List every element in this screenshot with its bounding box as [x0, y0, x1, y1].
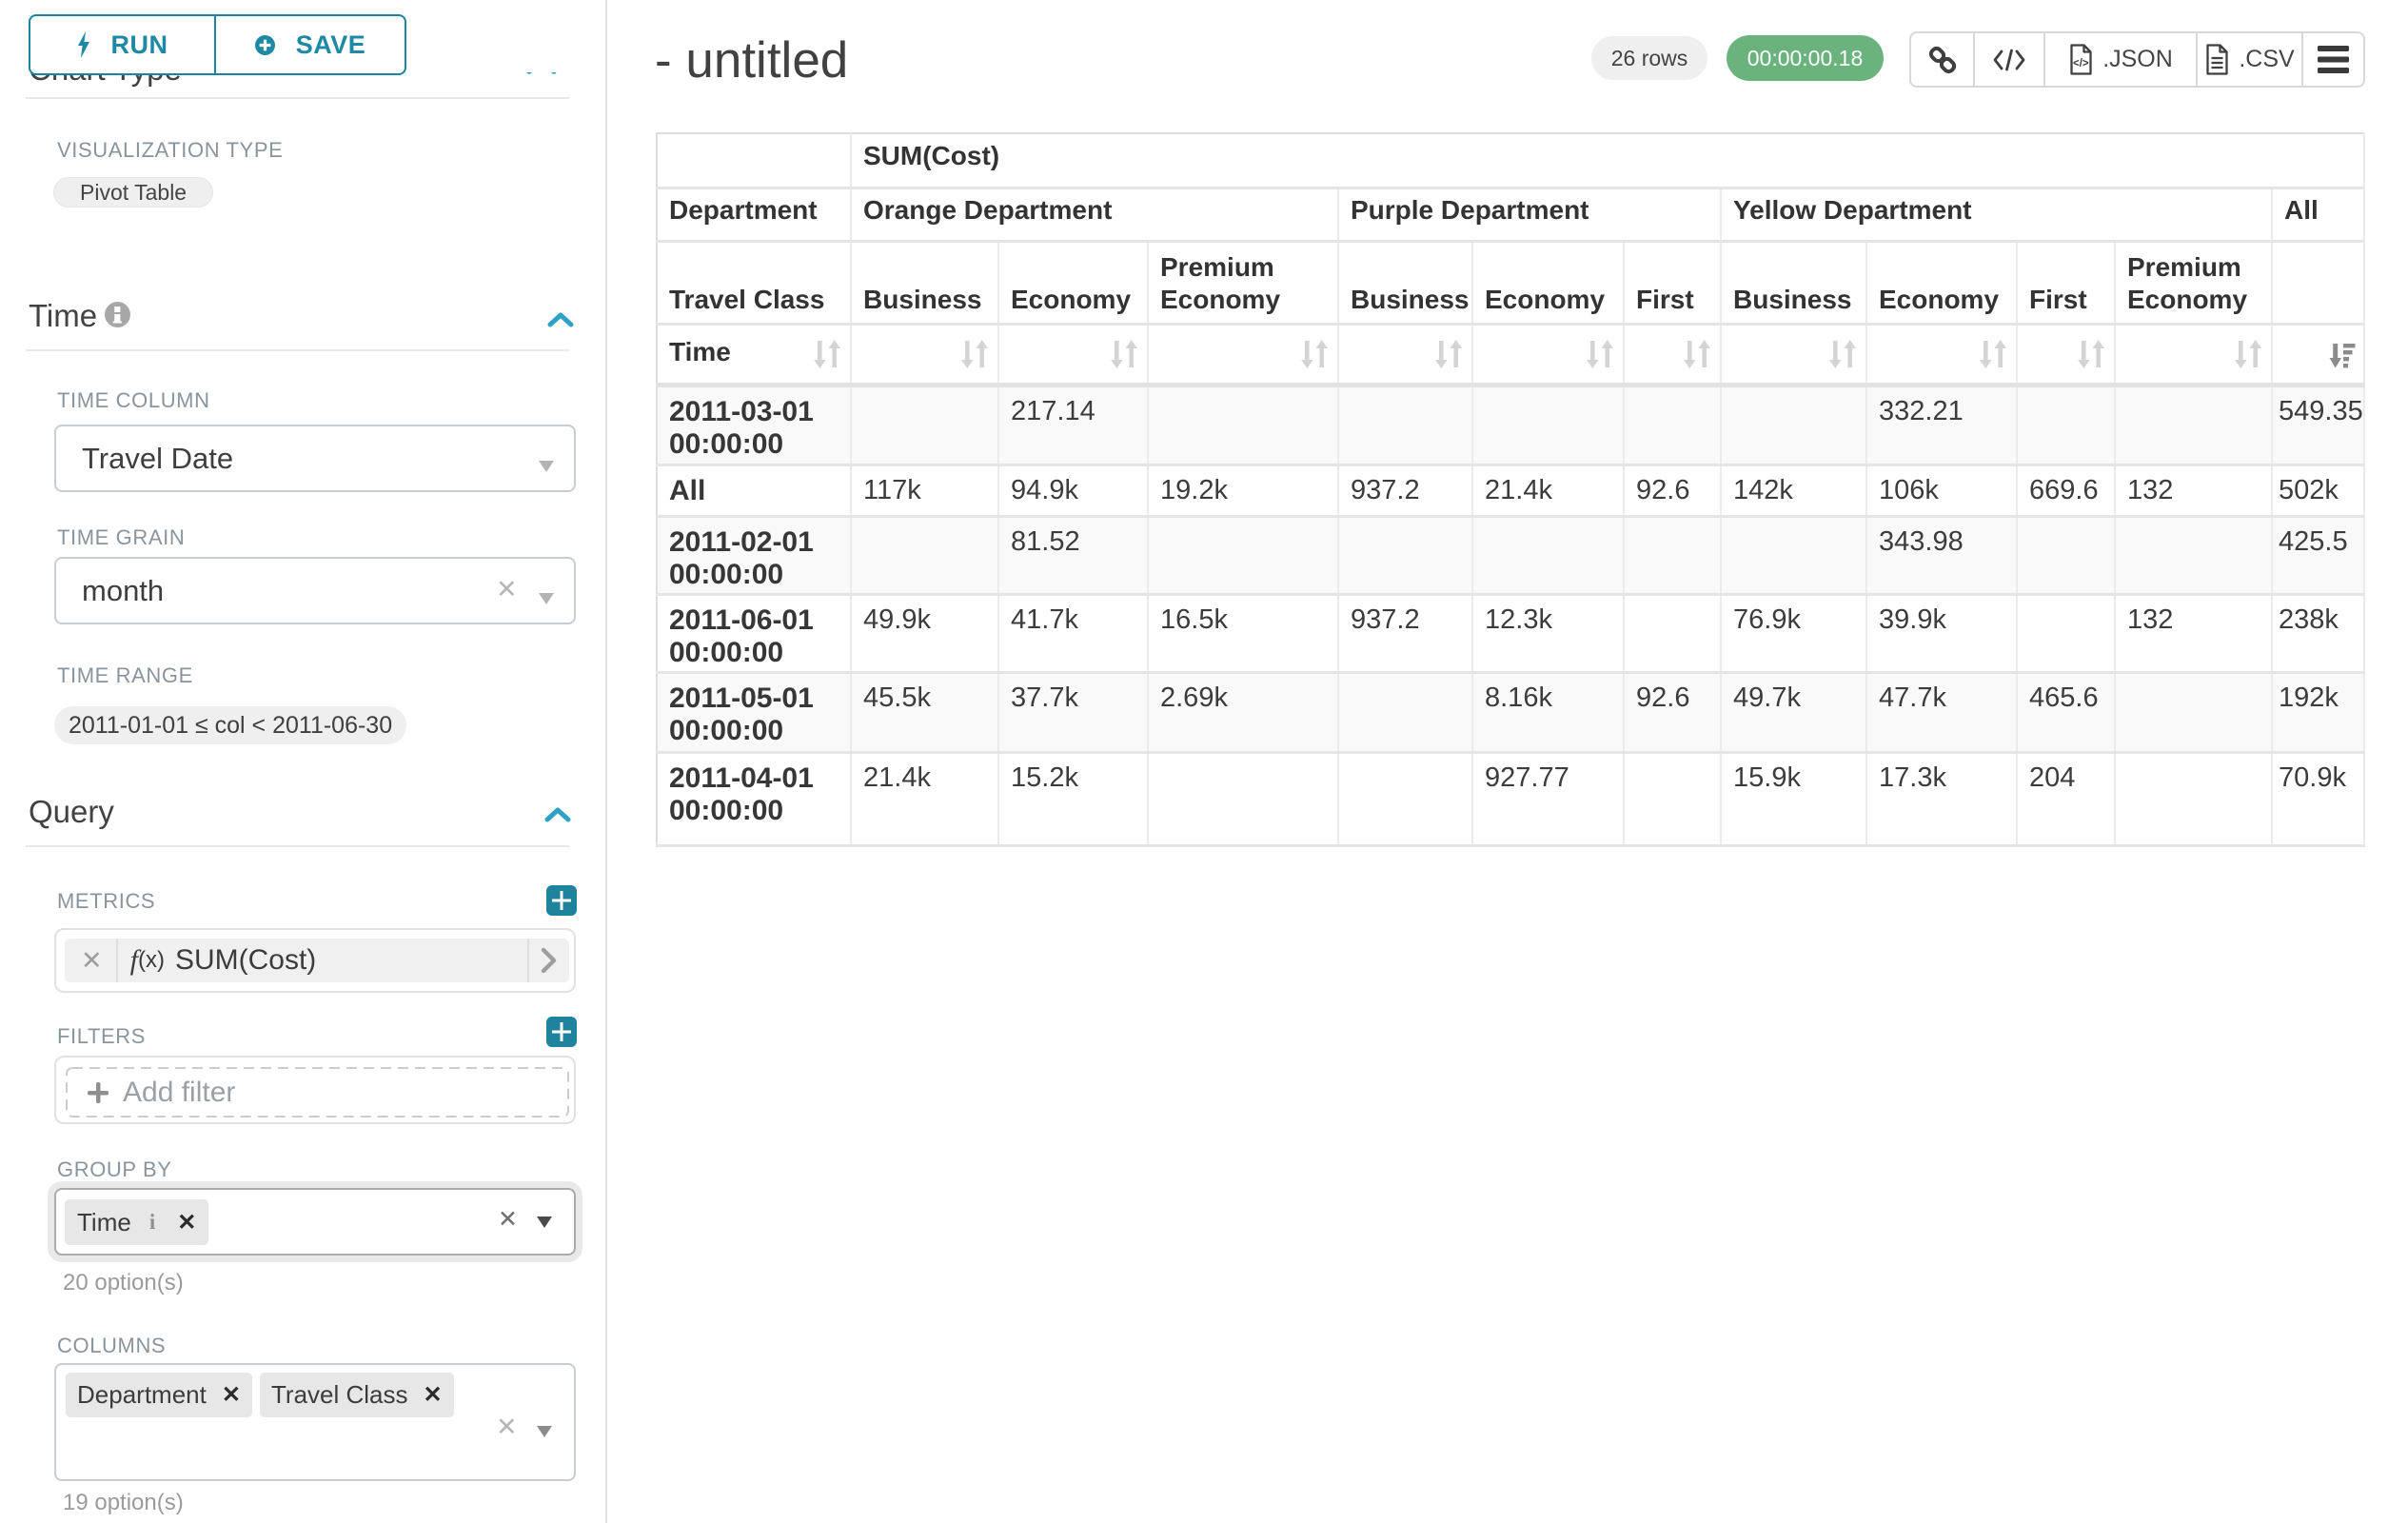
svg-text:</>: </>: [2073, 58, 2089, 69]
